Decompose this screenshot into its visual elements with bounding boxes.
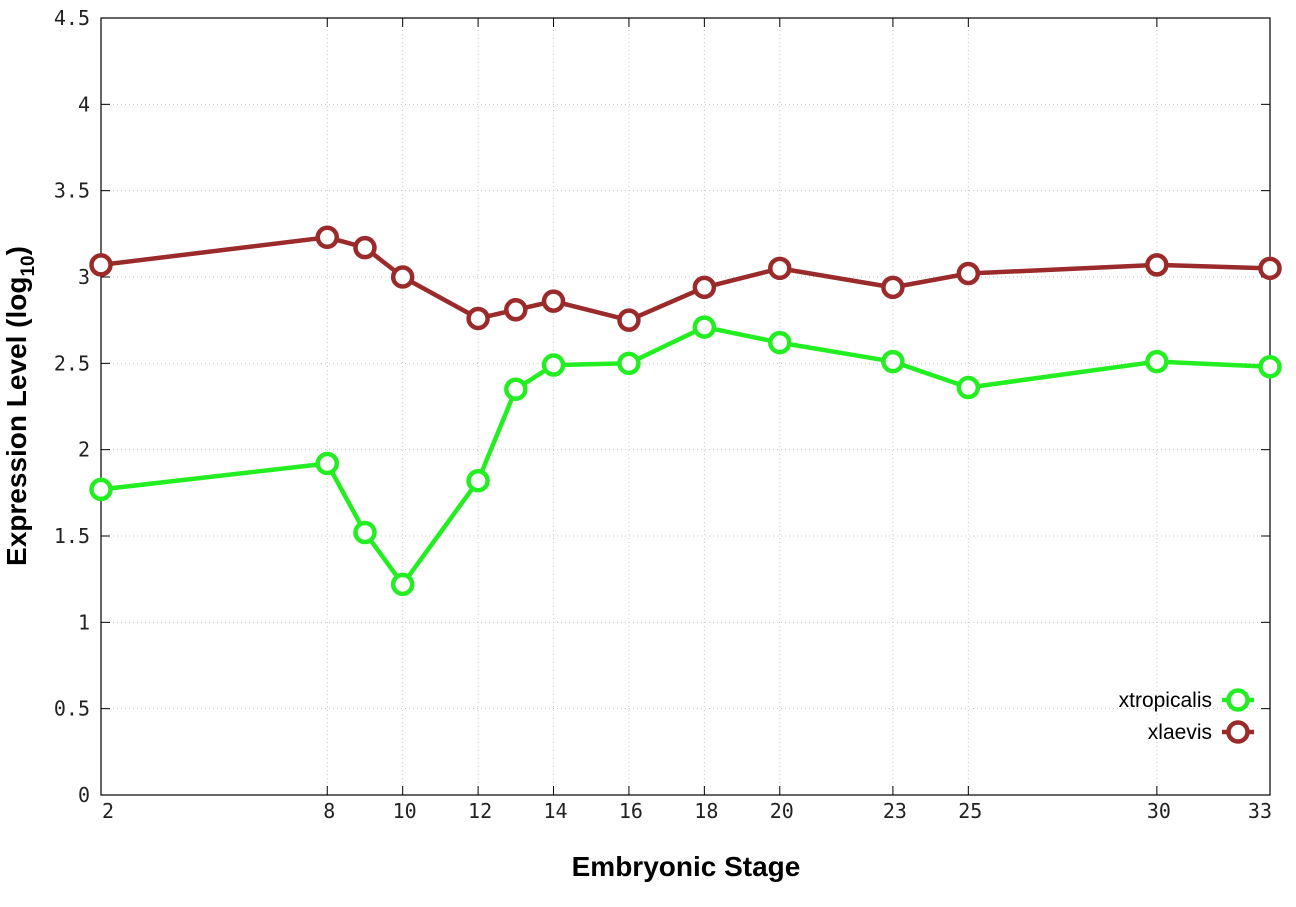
data-point-xlaevis	[466, 306, 490, 331]
x-tick-label: 18	[694, 799, 718, 823]
x-tick-label: 20	[770, 799, 794, 823]
x-tick-label: 33	[1248, 799, 1272, 823]
data-point-xlaevis	[881, 275, 905, 300]
y-tick-label: 4.5	[54, 6, 90, 30]
series-line-xtropicalis	[100, 324, 1271, 587]
y-axis-title-close: )	[1, 246, 32, 255]
data-point-xtropicalis	[1145, 349, 1169, 374]
y-tick-label: 0	[78, 783, 90, 807]
data-point-xlaevis	[692, 275, 717, 300]
data-point-xtropicalis	[315, 451, 340, 476]
data-point-xtropicalis	[881, 349, 905, 374]
y-tick-label: 2.5	[54, 351, 90, 375]
data-point-xlaevis	[541, 289, 566, 313]
legend-label: xtropicalis	[1119, 689, 1212, 712]
x-axis-title: Embryonic Stage	[572, 851, 801, 882]
legend-item-xtropicalis: xtropicalis	[1119, 688, 1254, 712]
data-point-xlaevis	[617, 308, 641, 332]
data-point-xtropicalis	[768, 330, 792, 355]
series-layer	[89, 225, 1282, 597]
y-tick-label: 0.5	[54, 697, 90, 721]
x-tick-label: 30	[1147, 799, 1171, 823]
x-tick-label: 10	[393, 799, 417, 823]
data-point-xlaevis	[1258, 256, 1282, 281]
data-point-xlaevis	[504, 298, 528, 322]
x-tick-label: 25	[958, 799, 982, 823]
data-point-xtropicalis	[353, 520, 377, 545]
y-axis-title-main: Expression Level (log	[1, 277, 32, 566]
x-tick-label: 23	[883, 799, 907, 823]
data-point-xtropicalis	[390, 572, 415, 597]
x-tick-label: 16	[619, 799, 643, 823]
y-tick-label: 2	[78, 438, 90, 462]
y-axis-title: Expression Level (log10)	[1, 246, 39, 566]
y-tick-label: 3	[78, 265, 90, 289]
grid	[100, 17, 1271, 796]
legend: xtropicalis xlaevis	[1119, 688, 1254, 744]
y-axis-title-subscript: 10	[18, 255, 39, 276]
x-tick-label: 2	[102, 799, 114, 823]
data-point-xtropicalis	[89, 477, 113, 502]
plot-frame	[100, 17, 1271, 796]
data-point-xtropicalis	[466, 468, 490, 493]
data-point-xlaevis	[89, 253, 113, 277]
axis-ticks: 0 0.5 1 1.5 2 2.5 3 3.5 4 4.5 2 8 10 12 14 16 18 20 23 25 30…	[54, 6, 1272, 823]
y-tick-label: 1	[78, 610, 90, 634]
y-tick-label: 1.5	[54, 524, 90, 548]
legend-item-xlaevis: xlaevis	[1148, 720, 1254, 744]
x-tick-label: 12	[468, 799, 492, 823]
data-point-xtropicalis	[692, 315, 717, 339]
legend-swatch-marker	[1226, 688, 1250, 712]
data-point-xlaevis	[353, 235, 377, 260]
x-tick-label: 14	[543, 799, 567, 823]
x-tick-label: 8	[323, 799, 335, 823]
series-xlaevis	[89, 225, 1282, 332]
data-point-xtropicalis	[1258, 355, 1282, 379]
legend-swatch-marker	[1226, 720, 1250, 744]
data-point-xlaevis	[390, 265, 415, 289]
data-point-xlaevis	[768, 256, 792, 281]
legend-label: xlaevis	[1148, 721, 1212, 744]
data-point-xtropicalis	[504, 377, 528, 401]
y-tick-label: 4	[78, 92, 90, 116]
series-line-xlaevis	[100, 235, 1271, 323]
data-point-xtropicalis	[617, 351, 641, 376]
data-point-xlaevis	[956, 261, 981, 286]
data-point-xlaevis	[315, 225, 340, 250]
series-xtropicalis	[89, 315, 1282, 597]
data-point-xlaevis	[1145, 253, 1169, 277]
data-point-xtropicalis	[956, 375, 981, 400]
y-tick-label: 3.5	[54, 179, 90, 203]
data-point-xtropicalis	[541, 353, 566, 377]
